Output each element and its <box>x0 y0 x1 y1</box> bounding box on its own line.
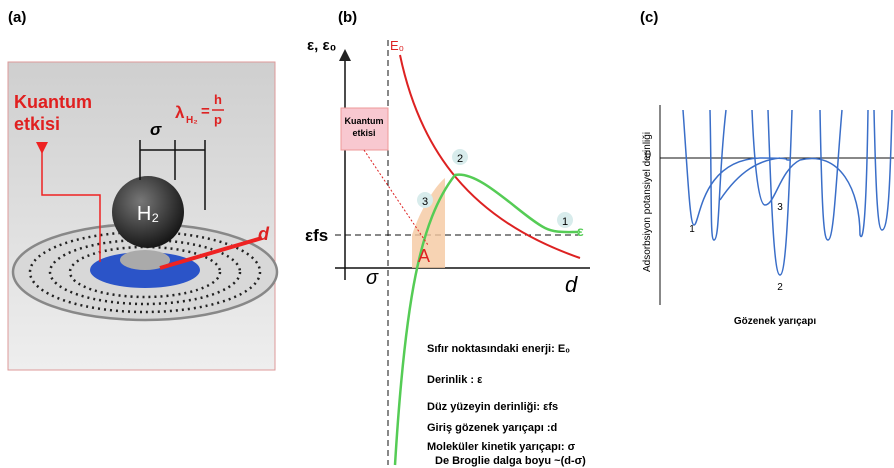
panel-label: (a) <box>8 9 26 26</box>
x-axis-label: Gözenek yarıçapı <box>734 316 816 327</box>
eps-label: ε <box>577 223 584 239</box>
well-label: 1 <box>689 224 695 235</box>
legend-item: Derinlik : ε <box>427 374 483 386</box>
molecule-label: H₂ <box>137 203 159 225</box>
quantum-box-text: etkisi <box>352 128 375 138</box>
legend-item: Moleküler kinetik yarıçapı: σ <box>427 441 576 453</box>
point-marker <box>557 212 573 228</box>
p: p <box>214 112 222 127</box>
molecule <box>112 176 184 248</box>
zero-label: 0 <box>645 149 651 161</box>
h: h <box>214 92 222 107</box>
panel-label: (c) <box>640 9 658 26</box>
point-marker <box>452 149 468 165</box>
pedestal <box>120 250 170 270</box>
pointer <box>36 142 101 262</box>
quantum-label: Kuantum <box>14 92 92 112</box>
area-label: A <box>418 246 430 266</box>
point-label: 1 <box>562 216 568 228</box>
legend-item: Düz yüzeyin derinliği: εfs <box>427 401 558 413</box>
legend-item: Sıfır noktasındaki enerji: E₀ <box>427 343 570 355</box>
equals: = <box>201 103 210 120</box>
quantum-box-text: Kuantum <box>345 116 384 126</box>
d-label: d <box>565 272 578 297</box>
well-label: 3 <box>777 202 783 213</box>
sigma-label: σ <box>366 267 379 289</box>
e0-label: E₀ <box>390 38 404 53</box>
well-label: 2 <box>777 282 783 293</box>
legend-item: Giriş gözenek yarıçapı :d <box>427 422 557 434</box>
point-label: 3 <box>422 196 428 208</box>
legend-item: De Broglie dalga boyu ~(d-σ) <box>435 455 586 467</box>
y-axis-label: ε, ε₀ <box>307 37 336 54</box>
point-label: 2 <box>457 153 463 165</box>
quantum-pointer <box>363 149 429 246</box>
eps-curve <box>393 173 579 466</box>
sigma: σ <box>150 120 162 139</box>
d-label: d <box>258 224 270 244</box>
radius-arrow <box>159 236 263 270</box>
efs-label: εfs <box>305 226 328 245</box>
quantum-box <box>340 107 389 151</box>
potential-curves <box>682 109 893 276</box>
y-axis-label: Adsorbsiyon potansiyel derinliği <box>642 132 653 272</box>
lambda: λ <box>175 103 185 122</box>
lambda-sub: H₂ <box>186 115 198 126</box>
panel-label: (b) <box>338 9 357 26</box>
e0-curve <box>399 54 581 259</box>
point-marker <box>417 192 433 208</box>
dimension-lines <box>139 140 206 210</box>
quantum-label: etkisi <box>14 114 60 134</box>
